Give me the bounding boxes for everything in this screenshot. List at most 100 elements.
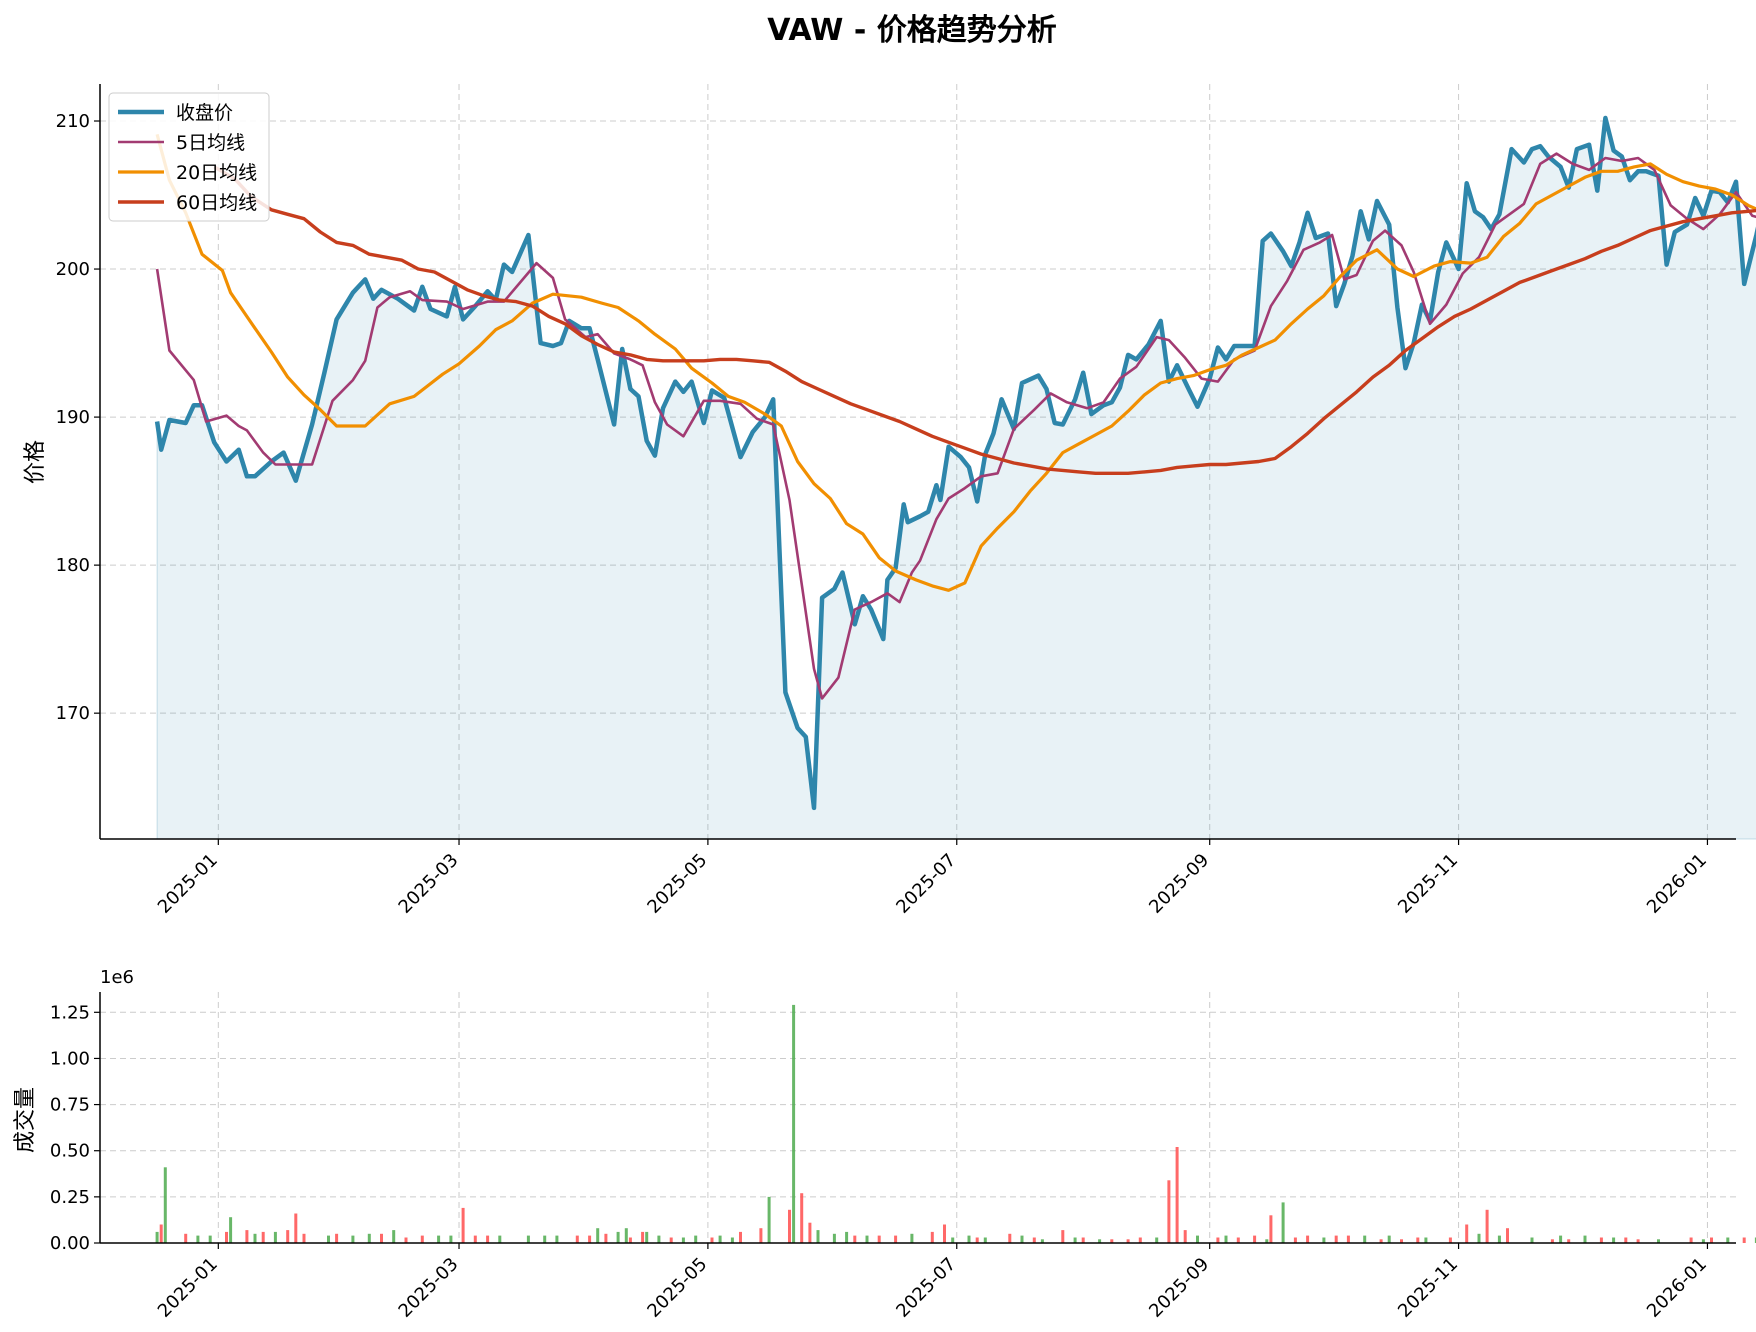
volume-bar-down bbox=[681, 1237, 685, 1243]
volume-bar-up bbox=[1032, 1237, 1036, 1243]
series-line-0 bbox=[154, 115, 1756, 811]
volume-bar-up bbox=[486, 1235, 490, 1243]
legend-label-2: 20日均线 bbox=[176, 162, 257, 184]
volume-bar-down bbox=[327, 1235, 330, 1243]
price-x-tick-label: 2025-03 bbox=[395, 850, 463, 918]
volume-bar-up bbox=[808, 1222, 812, 1243]
volume-bar-down bbox=[163, 1167, 167, 1243]
volume-bar-up bbox=[473, 1235, 477, 1243]
volume-bar-up bbox=[1416, 1237, 1420, 1243]
volume-bar-down bbox=[1701, 1239, 1705, 1243]
volume-bar-up bbox=[788, 1209, 791, 1243]
volume-y-tick-label: 0.25 bbox=[50, 1187, 90, 1208]
price-y-tick-label: 170 bbox=[56, 703, 90, 724]
legend-label-1: 5日均线 bbox=[176, 132, 245, 154]
volume-bar-down bbox=[845, 1231, 849, 1243]
volume-bar-up bbox=[1485, 1209, 1489, 1243]
volume-y-tick-label: 1.25 bbox=[50, 1002, 90, 1023]
volume-bar-down bbox=[1612, 1237, 1616, 1243]
volume-bar-up bbox=[1167, 1180, 1171, 1244]
volume-bar-down bbox=[1265, 1239, 1269, 1243]
volume-bar-down bbox=[816, 1230, 820, 1243]
volume-bar-up bbox=[1216, 1237, 1220, 1243]
volume-bar-up bbox=[800, 1193, 804, 1243]
volume-bar-up bbox=[641, 1231, 645, 1243]
volume-panel: 0.00 0.25 0.50 0.75 1.00 1.25 2025-01 2025-03 2… bbox=[13, 967, 1756, 1322]
volume-bar-up bbox=[225, 1231, 228, 1243]
volume-bar-down bbox=[253, 1233, 257, 1243]
volume-bar-up bbox=[302, 1233, 306, 1243]
series-line-3 bbox=[213, 165, 1756, 475]
volume-bar-down bbox=[196, 1235, 200, 1243]
volume-bar-up bbox=[604, 1233, 608, 1243]
volume-x-ticks: 2025-01 2025-03 2025-05 2025-07 2025-09 2025-… bbox=[154, 1243, 1711, 1322]
volume-bar-up bbox=[1008, 1233, 1012, 1243]
volume-bar-down bbox=[967, 1235, 971, 1243]
volume-y-ticks: 0.00 0.25 0.50 0.75 1.00 1.25 bbox=[50, 1002, 100, 1254]
volume-y-tick-label: 1.00 bbox=[50, 1048, 90, 1069]
legend-label-3: 60日均线 bbox=[176, 192, 257, 214]
volume-bar-down bbox=[718, 1235, 722, 1243]
volume-bar-up bbox=[1110, 1239, 1114, 1243]
volume-bar-up bbox=[404, 1237, 408, 1243]
volume-bar-down bbox=[367, 1233, 371, 1243]
volume-bar-down bbox=[392, 1230, 396, 1243]
volume-bar-up bbox=[975, 1237, 979, 1243]
volume-bar-down bbox=[1073, 1237, 1077, 1243]
volume-bar-up bbox=[1236, 1237, 1240, 1243]
price-x-ticks: 2025-01 2025-03 2025-05 2025-07 2025-09 2025-… bbox=[154, 839, 1711, 918]
volume-x-tick-label: 2025-09 bbox=[1145, 1254, 1213, 1322]
volume-offset-text: 1e6 bbox=[100, 967, 134, 988]
volume-bar-down bbox=[1098, 1239, 1102, 1243]
volume-bar-up bbox=[1269, 1215, 1273, 1243]
volume-y-axis-label: 成交量 bbox=[13, 1087, 38, 1153]
volume-bar-down bbox=[951, 1237, 955, 1243]
volume-bar-down bbox=[1040, 1239, 1044, 1243]
volume-bar-up bbox=[1400, 1239, 1403, 1243]
volume-bar-up bbox=[1253, 1235, 1257, 1243]
volume-bar-down bbox=[865, 1235, 869, 1243]
volume-x-tick-label: 2025-05 bbox=[643, 1254, 711, 1322]
volume-bar-up bbox=[1138, 1237, 1142, 1243]
volume-bar-up bbox=[159, 1224, 163, 1243]
volume-bar-down bbox=[730, 1237, 734, 1243]
volume-bar-down bbox=[1754, 1237, 1756, 1243]
volume-bar-down bbox=[208, 1235, 212, 1243]
price-x-tick-label: 2025-09 bbox=[1145, 850, 1213, 918]
volume-bar-down bbox=[792, 1004, 796, 1243]
volume-grid bbox=[100, 992, 1736, 1244]
volume-bar-down bbox=[229, 1217, 233, 1243]
volume-bar-up bbox=[1465, 1224, 1469, 1243]
volume-bar-down bbox=[155, 1231, 159, 1243]
volume-bar-down bbox=[1322, 1237, 1326, 1243]
volume-bar-up bbox=[294, 1213, 298, 1243]
price-x-tick-label: 2025-05 bbox=[643, 850, 711, 918]
volume-y-tick-label: 0.50 bbox=[50, 1141, 90, 1162]
volume-y-tick-label: 0.00 bbox=[50, 1233, 90, 1254]
price-y-tick-label: 210 bbox=[56, 111, 90, 132]
volume-bar-down bbox=[543, 1235, 547, 1243]
series-line-1 bbox=[155, 152, 1756, 700]
volume-bar-up bbox=[1183, 1230, 1187, 1243]
volume-bar-up bbox=[461, 1207, 465, 1243]
volume-y-tick-label: 0.75 bbox=[50, 1095, 90, 1116]
volume-bar-up bbox=[1061, 1230, 1065, 1243]
volume-bar-down bbox=[983, 1237, 987, 1243]
series-line-2 bbox=[155, 133, 1756, 592]
volume-bar-up bbox=[1379, 1239, 1383, 1243]
volume-bar-down bbox=[351, 1235, 355, 1243]
volume-bar-up bbox=[1742, 1237, 1746, 1243]
volume-bar-up bbox=[1550, 1239, 1554, 1243]
volume-x-tick-label: 2026-01 bbox=[1643, 1254, 1711, 1322]
price-x-tick-label: 2025-11 bbox=[1394, 850, 1462, 918]
volume-bar-down bbox=[1387, 1235, 1391, 1243]
volume-bar-up bbox=[1689, 1237, 1693, 1243]
volume-bar-down bbox=[1424, 1237, 1428, 1243]
volume-bar-up bbox=[853, 1235, 857, 1243]
price-y-tick-label: 190 bbox=[56, 407, 90, 428]
volume-bar-up bbox=[335, 1233, 339, 1243]
price-y-axis-label: 价格 bbox=[23, 440, 48, 484]
price-y-tick-label: 180 bbox=[56, 555, 90, 576]
volume-bar-down bbox=[449, 1235, 453, 1243]
